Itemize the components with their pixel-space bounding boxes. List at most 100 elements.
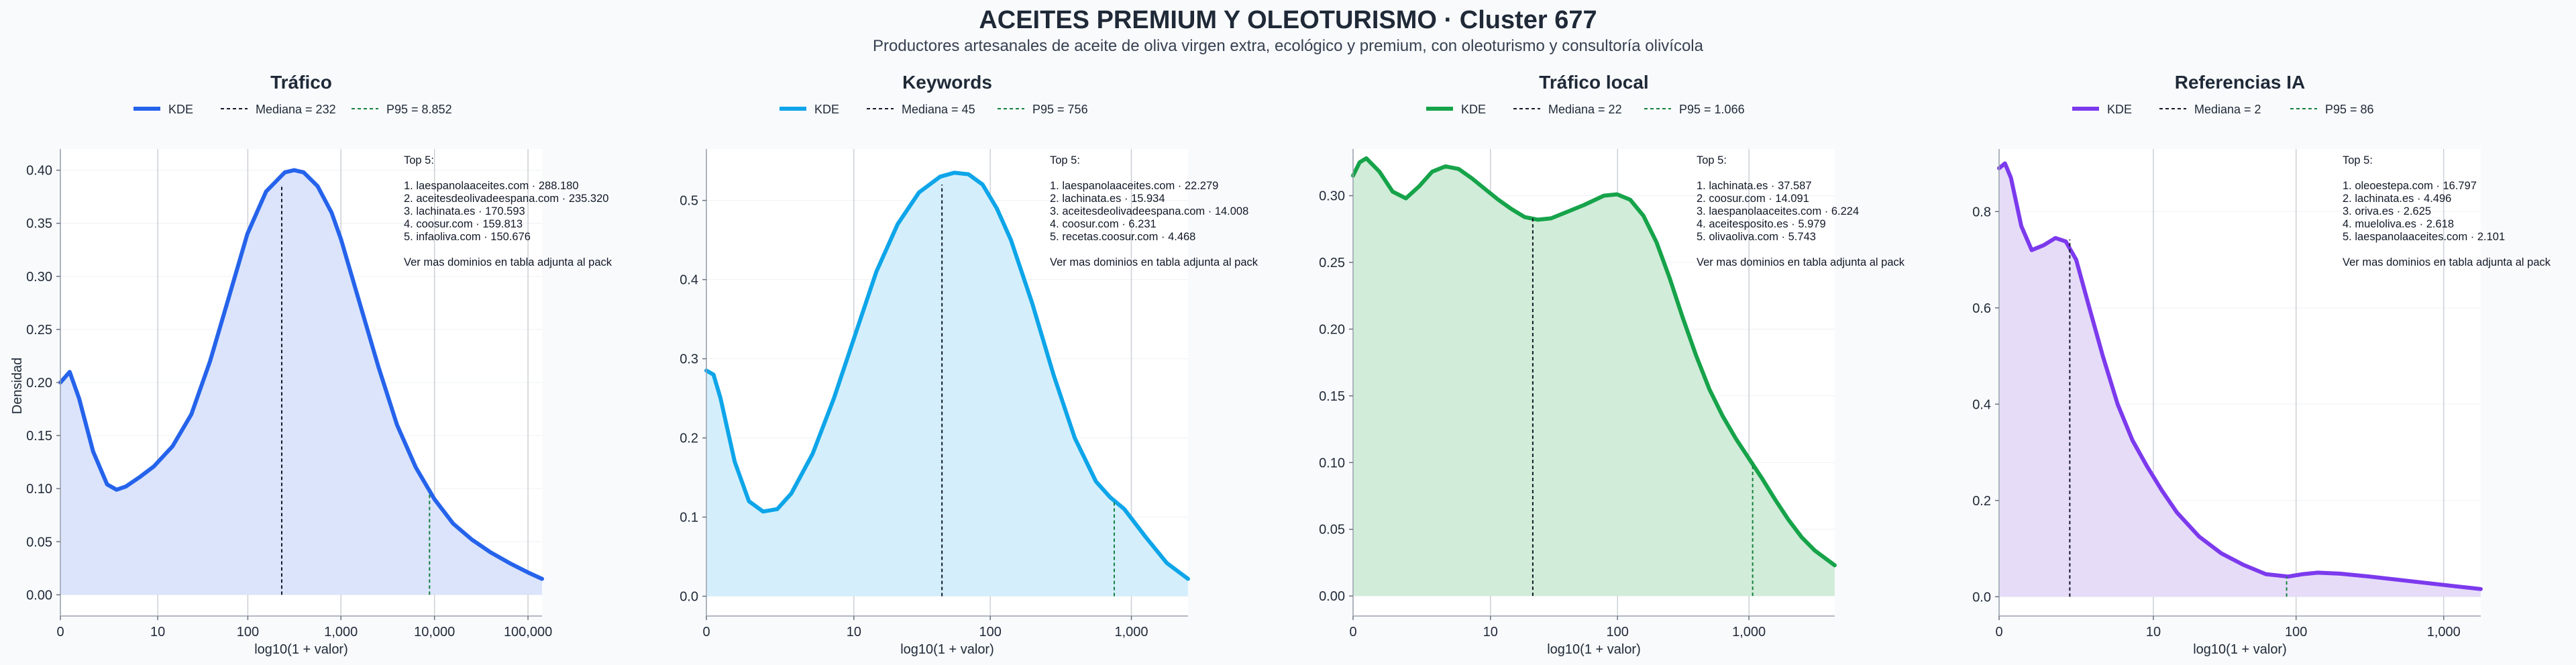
- y-tick-label: 0.0: [680, 590, 698, 605]
- top5-item: 1. laespanolaaceites.com · 22.279: [1050, 180, 1218, 192]
- top5-header: Top 5:: [1697, 154, 1727, 166]
- kde-area: [1353, 158, 1835, 597]
- panel-title: Referencias IA: [2175, 72, 2306, 93]
- top5-item: 4. aceitesposito.es · 5.979: [1697, 218, 1826, 230]
- top5-item: 1. laespanolaaceites.com · 288.180: [404, 180, 579, 192]
- y-tick-label: 0.15: [1319, 389, 1345, 404]
- top5-item: 3. lachinata.es · 170.593: [404, 205, 525, 217]
- panel-4: Referencias IA KDE Mediana = 2 P95 = 86 0.0 0…: [1972, 72, 2551, 657]
- y-tick-label: 0.1: [680, 511, 698, 525]
- top5-item: 5. infaoliva.com · 150.676: [404, 231, 531, 243]
- x-tick-label: 100: [2285, 625, 2307, 640]
- y-tick-label: 0.10: [26, 482, 52, 497]
- top5-item: 1. oleoestepa.com · 16.797: [2343, 180, 2477, 192]
- y-tick-label: 0.35: [26, 217, 52, 232]
- top5-item: 3. laespanolaaceites.com · 6.224: [1697, 205, 1859, 217]
- y-tick-label: 0.40: [26, 164, 52, 178]
- y-tick-label: 0.3: [680, 352, 698, 367]
- x-tick-label: 0: [702, 625, 710, 640]
- kde-line: [1997, 161, 2483, 591]
- panel-title: Tráfico: [270, 72, 332, 93]
- kde-line: [704, 170, 1190, 581]
- legend-p95-label: P95 = 8.852: [386, 103, 452, 116]
- legend-kde-label: KDE: [1461, 103, 1486, 116]
- panel-title: Tráfico local: [1539, 72, 1648, 93]
- top5-footer: Ver mas dominios en tabla adjunta al pac…: [2343, 256, 2551, 268]
- y-tick-label: 0.05: [26, 535, 52, 550]
- x-tick-label: 100: [1607, 625, 1629, 640]
- kde-area: [60, 170, 542, 595]
- top5-item: 2. lachinata.es · 4.496: [2343, 193, 2451, 205]
- legend-kde-label: KDE: [814, 103, 839, 116]
- top5-item: 2. coosur.com · 14.091: [1697, 193, 1809, 205]
- legend-median-label: Mediana = 232: [256, 103, 336, 116]
- top5-item: 1. lachinata.es · 37.587: [1697, 180, 1812, 192]
- legend-median-label: Mediana = 2: [2194, 103, 2261, 116]
- x-tick-label: 1,000: [324, 625, 358, 640]
- x-tick-label: 100: [979, 625, 1002, 640]
- y-axis-label: Densidad: [10, 358, 25, 415]
- legend-kde-label: KDE: [168, 103, 193, 116]
- kde-area: [706, 172, 1188, 597]
- legend-p95-label: P95 = 756: [1032, 103, 1088, 116]
- y-tick-label: 0.2: [680, 431, 698, 446]
- y-tick-label: 0.2: [1972, 494, 1991, 509]
- top5-item: 5. laespanolaaceites.com · 2.101: [2343, 231, 2505, 243]
- y-tick-label: 0.30: [1319, 189, 1345, 204]
- x-axis-label: log10(1 + valor): [254, 642, 348, 657]
- panel-title: Keywords: [902, 72, 992, 93]
- y-tick-label: 0.05: [1319, 523, 1345, 538]
- x-tick-label: 1,000: [1114, 625, 1148, 640]
- x-tick-label: 0: [1349, 625, 1356, 640]
- x-tick-label: 100: [237, 625, 259, 640]
- top5-footer: Ver mas dominios en tabla adjunta al pac…: [1050, 256, 1258, 268]
- top5-header: Top 5:: [1050, 154, 1080, 166]
- top5-item: 4. mueloliva.es · 2.618: [2343, 218, 2454, 230]
- y-tick-label: 0.15: [26, 429, 52, 444]
- figure-subtitle: Productores artesanales de aceite de oli…: [873, 37, 1704, 55]
- y-tick-label: 0.00: [26, 588, 52, 603]
- x-tick-label: 1,000: [2427, 625, 2461, 640]
- panel-3: Tráfico local KDE Mediana = 22 P95 = 1.066 0…: [1319, 72, 1905, 657]
- legend-median-label: Mediana = 22: [1548, 103, 1622, 116]
- y-tick-label: 0.4: [680, 273, 698, 288]
- top5-header: Top 5:: [404, 154, 434, 166]
- y-tick-label: 0.25: [26, 323, 52, 338]
- top5-item: 4. coosur.com · 159.813: [404, 218, 523, 230]
- top5-footer: Ver mas dominios en tabla adjunta al pac…: [1697, 256, 1905, 268]
- kde-line: [58, 168, 544, 581]
- x-axis-label: log10(1 + valor): [1547, 642, 1641, 657]
- figure-title: ACEITES PREMIUM Y OLEOTURISMO · Cluster …: [979, 6, 1597, 34]
- x-tick-label: 100,000: [504, 625, 552, 640]
- y-tick-label: 0.5: [680, 194, 698, 209]
- kde-line: [1351, 156, 1837, 568]
- legend-p95-label: P95 = 86: [2325, 103, 2374, 116]
- top5-item: 3. oriva.es · 2.625: [2343, 205, 2431, 217]
- panel-1: Tráfico KDE Mediana = 232 P95 = 8.852 0.00 0.…: [26, 72, 612, 657]
- top5-item: 5. olivaoliva.com · 5.743: [1697, 231, 1816, 243]
- x-tick-label: 10,000: [414, 625, 455, 640]
- legend-p95-label: P95 = 1.066: [1679, 103, 1745, 116]
- y-tick-label: 0.8: [1972, 205, 1991, 219]
- x-tick-label: 1,000: [1732, 625, 1766, 640]
- x-tick-label: 0: [1995, 625, 2002, 640]
- kde-area: [1999, 163, 2481, 597]
- top5-item: 2. aceitesdeolivadeespana.com · 235.320: [404, 193, 608, 205]
- panel-2: Keywords KDE Mediana = 45 P95 = 756 0.0 0.1 0.…: [680, 72, 1258, 657]
- top5-item: 5. recetas.coosur.com · 4.468: [1050, 231, 1195, 243]
- x-tick-label: 10: [1483, 625, 1498, 640]
- y-tick-label: 0.25: [1319, 256, 1345, 270]
- y-tick-label: 0.4: [1972, 397, 1991, 412]
- legend-kde-label: KDE: [2107, 103, 2132, 116]
- x-tick-label: 0: [56, 625, 64, 640]
- x-tick-label: 10: [847, 625, 861, 640]
- top5-item: 3. aceitesdeolivadeespana.com · 14.008: [1050, 205, 1248, 217]
- x-tick-label: 10: [150, 625, 165, 640]
- x-axis-label: log10(1 + valor): [2193, 642, 2287, 657]
- y-tick-label: 0.00: [1319, 589, 1345, 604]
- legend-median-label: Mediana = 45: [902, 103, 975, 116]
- x-tick-label: 10: [2146, 625, 2161, 640]
- y-tick-label: 0.0: [1972, 590, 1991, 605]
